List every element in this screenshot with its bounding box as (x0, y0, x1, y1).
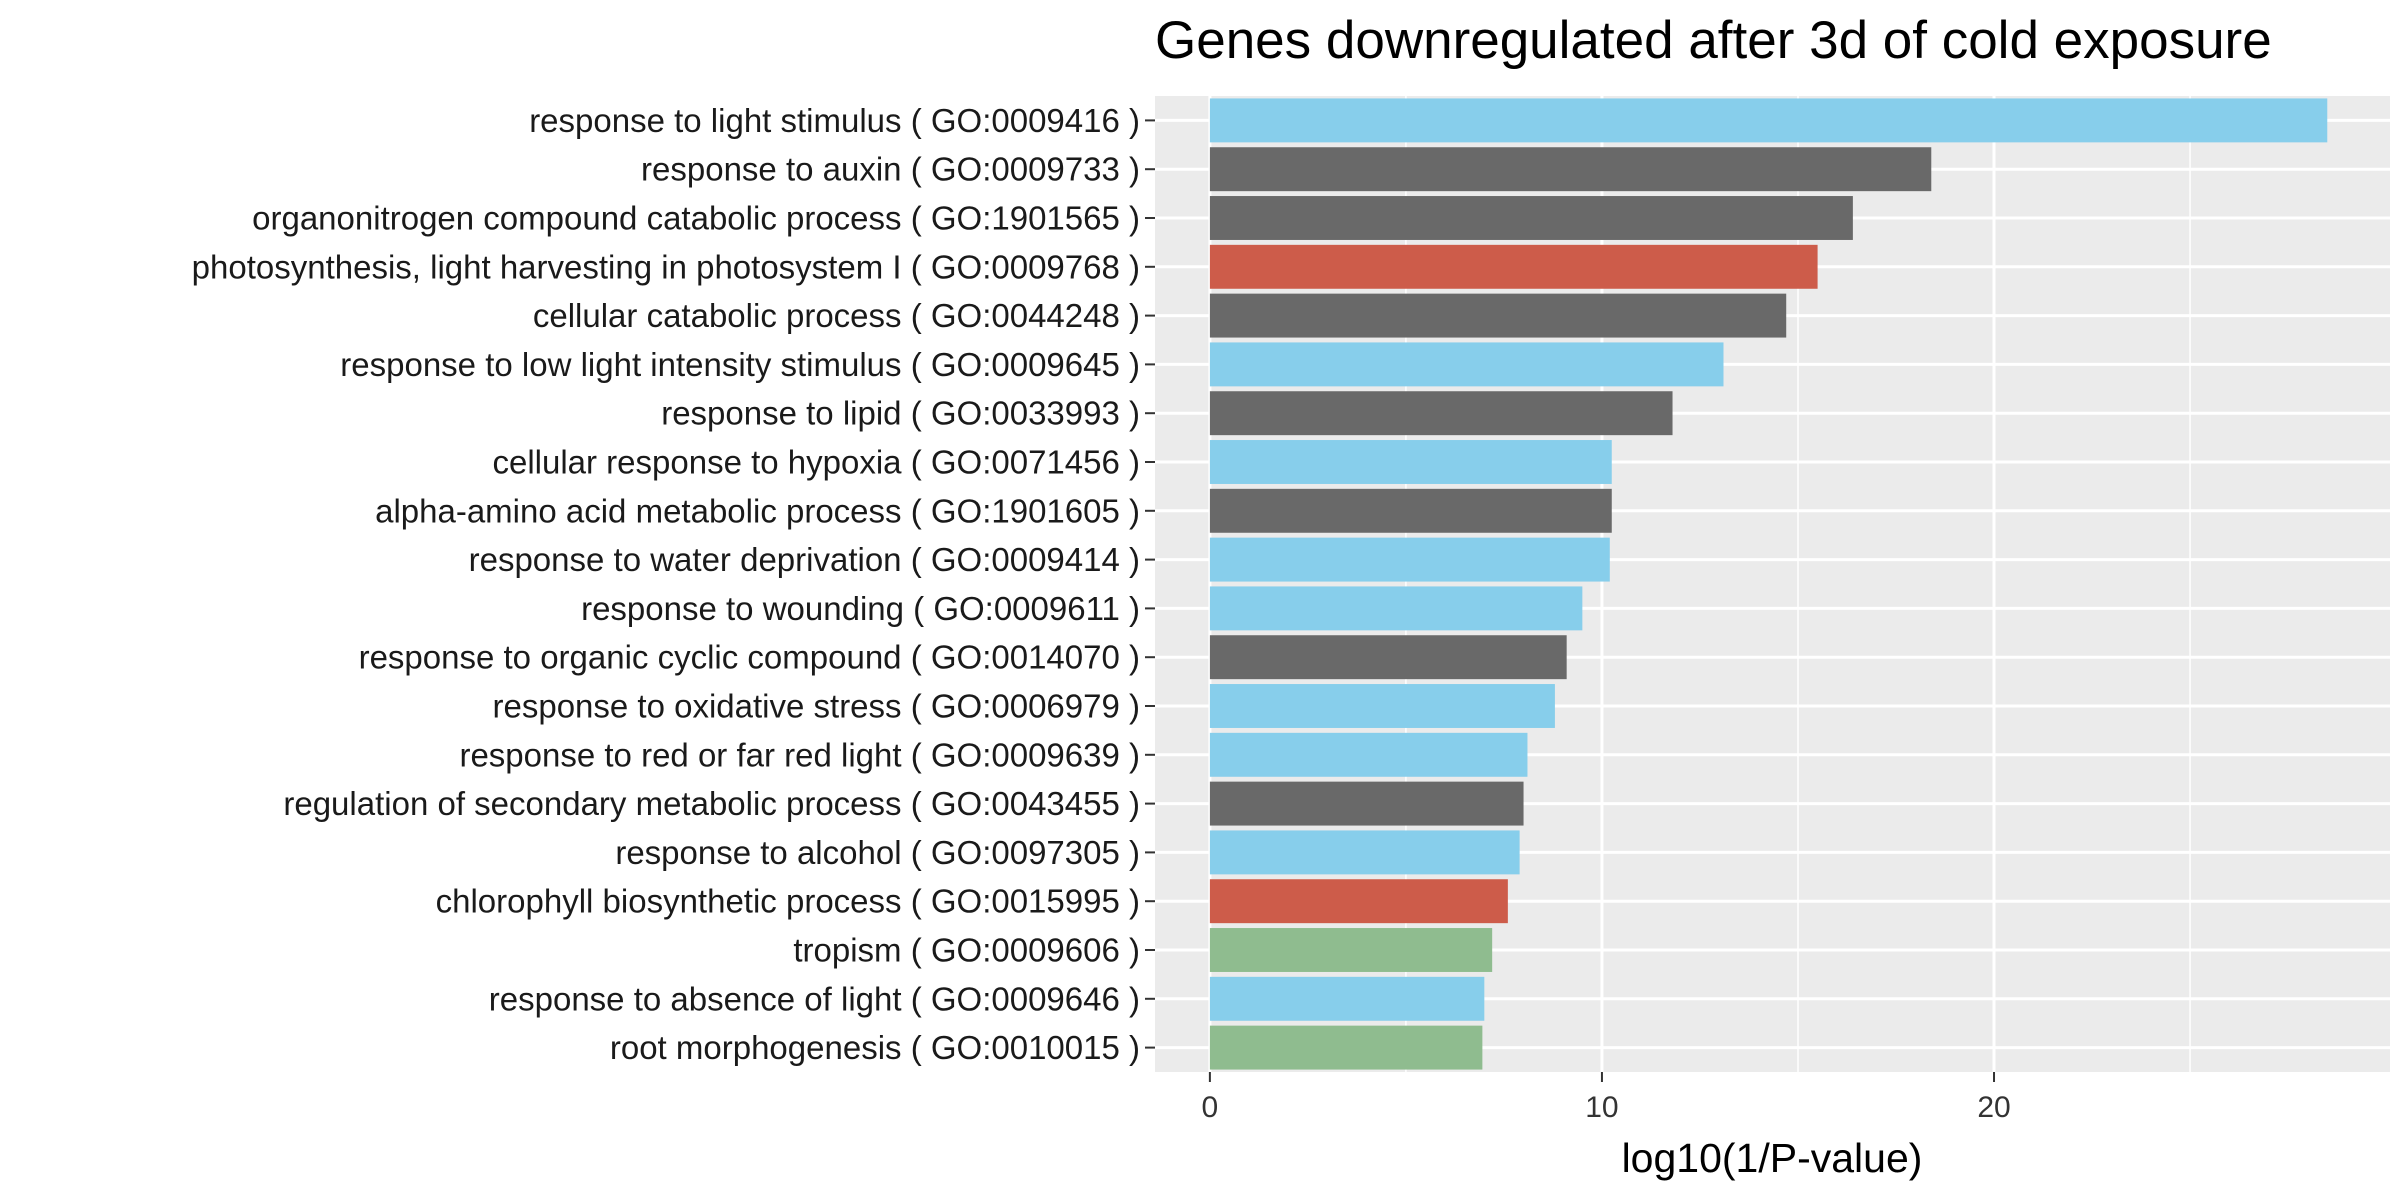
category-labels: response to light stimulus ( GO:0009416 … (192, 102, 1155, 1066)
x-tick-label: 20 (1977, 1091, 2010, 1124)
category-label: response to light stimulus ( GO:0009416 … (529, 102, 1140, 139)
category-label: cellular response to hypoxia ( GO:007145… (492, 444, 1140, 481)
x-axis-title: log10(1/P-value) (1622, 1135, 1923, 1181)
category-label: regulation of secondary metabolic proces… (283, 785, 1140, 822)
category-label: organonitrogen compound catabolic proces… (252, 200, 1140, 237)
bar (1209, 488, 1612, 533)
category-label: alpha-amino acid metabolic process ( GO:… (375, 492, 1140, 529)
bar (1209, 391, 1673, 436)
x-tick-label: 0 (1202, 1091, 1219, 1124)
plot-panel (1155, 96, 2390, 1072)
bar (1209, 293, 1787, 338)
category-label: response to alcohol ( GO:0097305 ) (615, 834, 1140, 871)
category-label: response to water deprivation ( GO:00094… (469, 541, 1140, 578)
bar (1209, 928, 1493, 972)
bars (1209, 98, 2328, 1070)
category-label: response to absence of light ( GO:000964… (489, 980, 1140, 1017)
bar (1209, 98, 2328, 143)
bar (1209, 879, 1508, 924)
chart-title: Genes downregulated after 3d of cold exp… (1155, 11, 2272, 70)
bar (1209, 635, 1567, 680)
bar (1209, 976, 1485, 1021)
bar (1209, 1025, 1483, 1070)
bar (1209, 781, 1524, 826)
category-label: response to red or far red light ( GO:00… (459, 736, 1140, 773)
bar (1209, 537, 1610, 582)
bar (1209, 147, 1932, 192)
category-label: response to low light intensity stimulus… (340, 346, 1140, 383)
category-label: response to oxidative stress ( GO:000697… (493, 688, 1141, 725)
category-label: response to wounding ( GO:0009611 ) (581, 590, 1140, 627)
bar (1209, 196, 1853, 240)
bar (1209, 830, 1520, 875)
bar (1209, 732, 1528, 777)
x-axis-ticks: 0 10 20 (1202, 1072, 2011, 1124)
bar (1209, 586, 1583, 631)
category-label: photosynthesis, light harvesting in phot… (192, 248, 1140, 285)
category-label: cellular catabolic process ( GO:0044248 … (533, 297, 1140, 334)
category-label: chlorophyll biosynthetic process ( GO:00… (436, 883, 1140, 920)
bar (1209, 244, 1818, 289)
bar (1209, 440, 1612, 484)
bar (1209, 342, 1724, 387)
category-label: tropism ( GO:0009606 ) (793, 932, 1140, 969)
category-label: response to auxin ( GO:0009733 ) (641, 151, 1140, 188)
x-tick-label: 10 (1585, 1091, 1618, 1124)
category-label: response to lipid ( GO:0033993 ) (661, 395, 1140, 432)
category-label: response to organic cyclic compound ( GO… (359, 639, 1140, 676)
bar (1209, 684, 1555, 728)
category-label: root morphogenesis ( GO:0010015 ) (610, 1029, 1140, 1066)
